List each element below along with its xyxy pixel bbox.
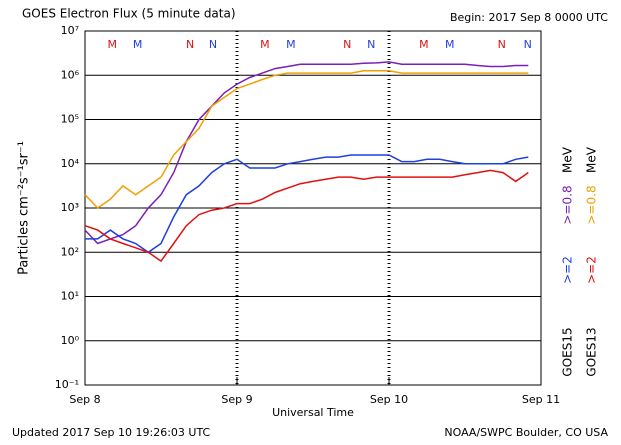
series-line <box>84 61 529 245</box>
y-tick-label: 10⁻¹ <box>55 378 79 391</box>
subtitle: Begin: 2017 Sep 8 0000 UTC <box>450 11 608 24</box>
orbit-marker: N <box>367 38 375 51</box>
orbit-marker: M <box>445 38 455 51</box>
orbit-marker: N <box>209 38 217 51</box>
y-tick-label: 10⁴ <box>61 157 80 170</box>
orbit-marker: M <box>107 38 117 51</box>
orbit-marker: M <box>133 38 143 51</box>
x-tick-label: Sep 8 <box>69 393 100 406</box>
y-axis-label: Particles cm⁻²s⁻¹sr⁻¹ <box>17 141 32 275</box>
series-line <box>85 154 529 254</box>
footer-right: NOAA/SWPC Boulder, CO USA <box>444 426 608 439</box>
legend-satellite: GOES13 <box>585 327 599 376</box>
series-line <box>84 169 529 263</box>
footer-left: Updated 2017 Sep 10 19:26:03 UTC <box>12 426 211 439</box>
x-axis-label: Universal Time <box>272 406 354 419</box>
orbit-marker: N <box>524 38 532 51</box>
y-tick-label: 10³ <box>61 201 79 214</box>
legend-entry: >=0.8 <box>561 185 575 224</box>
x-tick-label: Sep 11 <box>522 393 560 406</box>
orbit-marker: M <box>286 38 296 51</box>
orbit-marker: M <box>260 38 270 51</box>
legend-entry: >=2 <box>561 256 575 284</box>
y-tick-label: 10⁰ <box>61 334 80 347</box>
y-tick-label: 10² <box>61 245 79 258</box>
orbit-marker: N <box>498 38 506 51</box>
series-line <box>84 70 529 209</box>
legend-entry: >=2 <box>585 256 599 284</box>
y-tick-label: 10¹ <box>61 290 79 303</box>
x-tick-label: Sep 9 <box>221 393 252 406</box>
orbit-marker: N <box>186 38 194 51</box>
legend-entry: >=0.8 <box>585 185 599 224</box>
legend-satellite: GOES15 <box>561 327 575 376</box>
y-tick-label: 10⁷ <box>61 24 79 37</box>
y-tick-label: 10⁶ <box>61 68 80 81</box>
orbit-marker: M <box>419 38 429 51</box>
legend-unit: MeV <box>561 146 575 173</box>
legend-unit: MeV <box>585 146 599 173</box>
y-tick-label: 10⁵ <box>61 113 79 126</box>
chart-title: GOES Electron Flux (5 minute data) <box>22 7 236 21</box>
orbit-marker: N <box>343 38 351 51</box>
x-tick-label: Sep 10 <box>370 393 408 406</box>
